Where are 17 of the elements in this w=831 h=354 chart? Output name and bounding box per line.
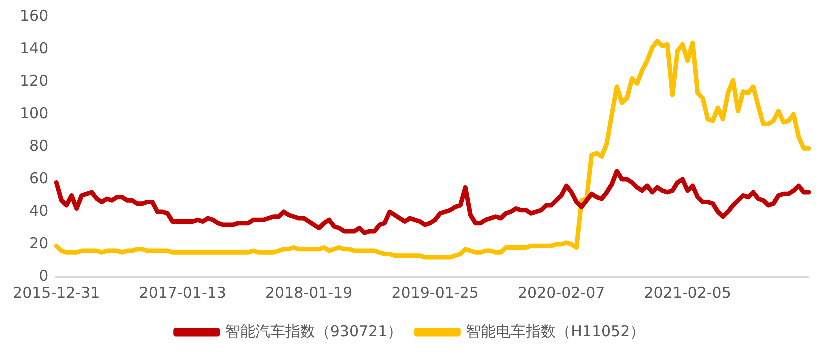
y-tick-label: 140 — [20, 39, 49, 58]
y-tick-label: 60 — [30, 169, 49, 188]
x-tick-label: 2018-01-19 — [266, 284, 353, 302]
legend-label: 智能汽车指数（930721） — [225, 322, 403, 340]
y-tick-label: 120 — [20, 72, 49, 90]
y-tick-label: 20 — [30, 234, 49, 252]
x-tick-label: 2021-02-05 — [644, 284, 732, 302]
y-tick-label: 160 — [20, 6, 49, 25]
x-tick-label: 2015-12-31 — [13, 284, 100, 302]
x-tick-label: 2017-01-13 — [139, 284, 226, 302]
y-tick-label: 40 — [30, 202, 49, 220]
x-tick-label: 2020-02-07 — [518, 284, 606, 302]
x-tick-label: 2019-01-25 — [392, 284, 479, 302]
y-tick-label: 80 — [30, 136, 49, 155]
y-tick-label: 0 — [39, 266, 49, 285]
y-tick-label: 100 — [20, 104, 49, 122]
legend-label: 智能电车指数（H11052） — [466, 322, 646, 340]
